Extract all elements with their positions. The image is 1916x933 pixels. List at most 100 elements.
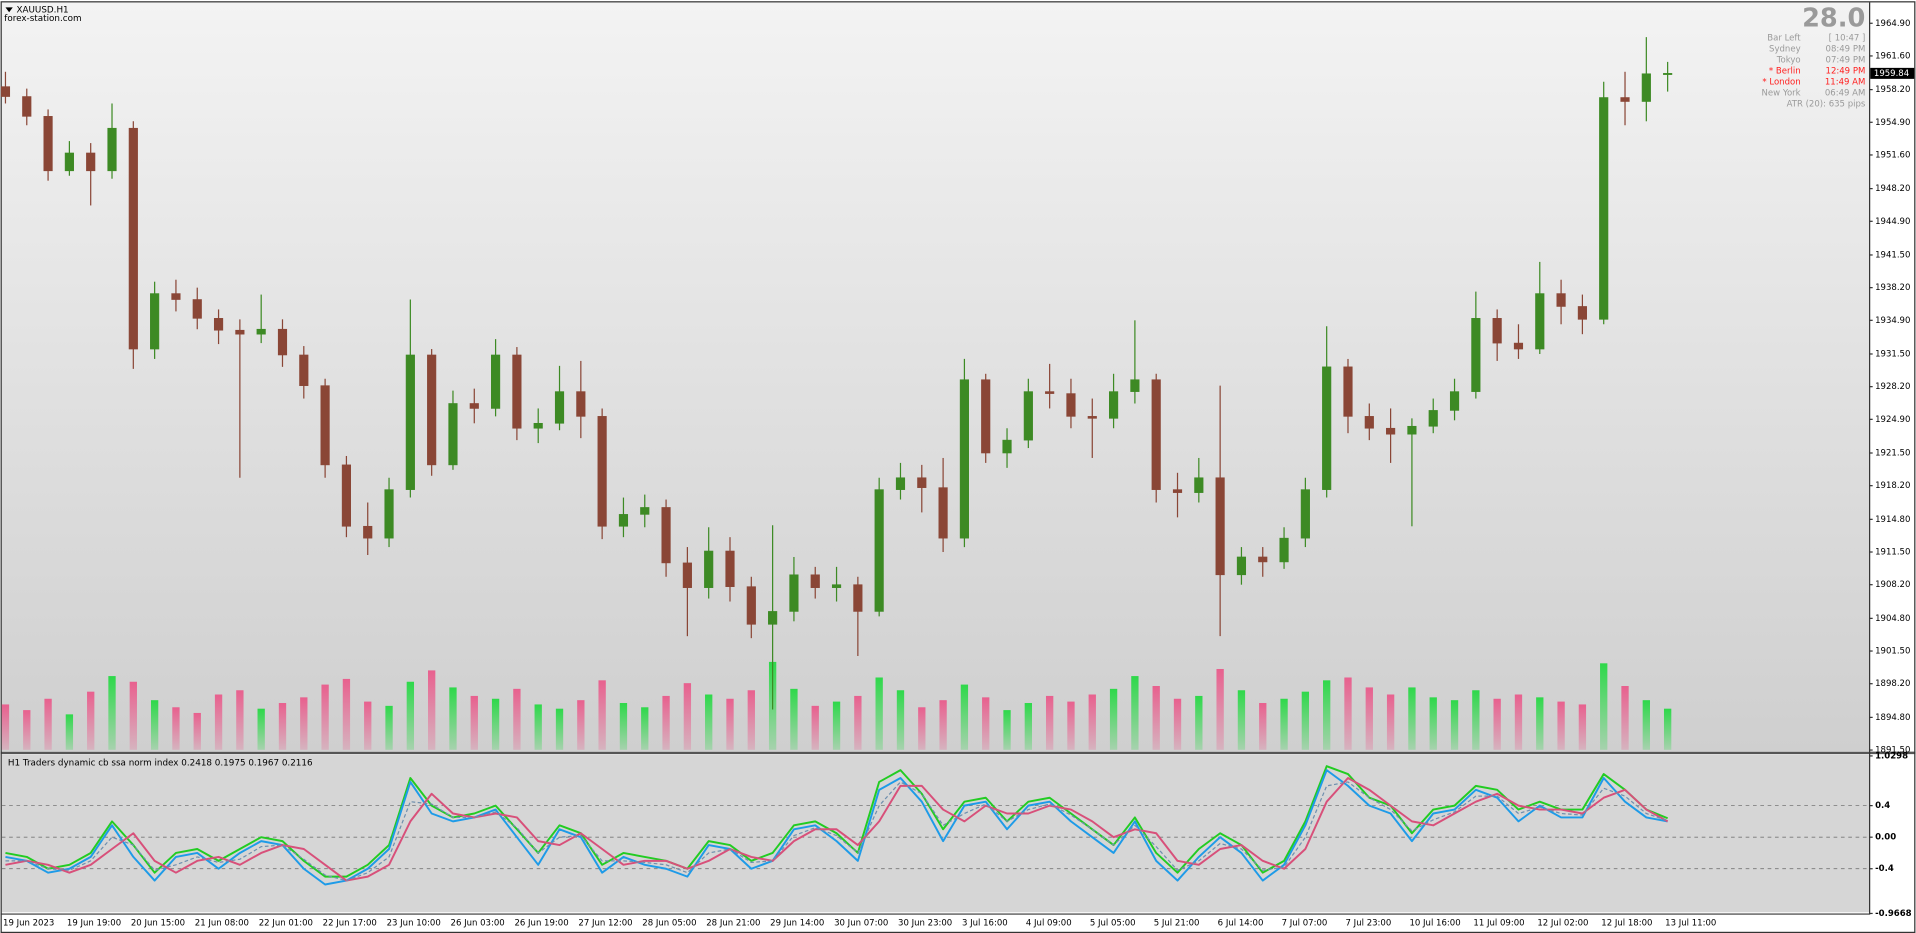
volume-bar xyxy=(1109,688,1118,750)
candle-body xyxy=(213,318,224,331)
price-tag-bg xyxy=(1870,67,1915,79)
x-tick-label: 7 Jul 23:00 xyxy=(1346,919,1392,929)
site-label: forex-station.com xyxy=(4,14,81,24)
volume-bar xyxy=(1088,694,1096,750)
volume-bar xyxy=(1216,668,1224,750)
candle-body xyxy=(533,422,543,429)
volume-bar xyxy=(832,701,841,750)
volume-bar xyxy=(1621,686,1629,750)
y-tick-label: 1914.80 xyxy=(1875,515,1910,525)
candle-body xyxy=(1194,477,1204,493)
indicator-line xyxy=(5,777,1669,882)
volume-bar xyxy=(1323,680,1331,750)
candle-body xyxy=(320,385,330,466)
y-tick-label: -0.4 xyxy=(1875,864,1894,874)
y-tick-label: 1964.90 xyxy=(1875,19,1910,29)
candle-body xyxy=(1620,97,1630,102)
candle-body xyxy=(1279,537,1289,563)
candle-body xyxy=(64,152,74,172)
y-tick-label: 1901.50 xyxy=(1875,647,1910,657)
candle-body xyxy=(874,489,884,612)
y-tick-label: 1931.50 xyxy=(1875,349,1910,359)
volume-bar xyxy=(577,700,585,750)
x-tick-label: 29 Jun 14:00 xyxy=(770,919,824,929)
volume-bar xyxy=(236,690,244,750)
x-tick-label: 30 Jun 07:00 xyxy=(834,919,888,929)
volume-bar xyxy=(44,698,52,750)
x-tick-label: 19 Jun 2023 xyxy=(3,919,54,929)
candle-body xyxy=(938,487,948,539)
candle-body xyxy=(725,550,735,587)
y-tick-label: 1934.90 xyxy=(1875,316,1910,326)
candle-body xyxy=(554,391,565,424)
y-tick-label: 1958.20 xyxy=(1875,85,1910,95)
candle-body xyxy=(1449,391,1460,411)
x-tick-label: 3 Jul 16:00 xyxy=(962,919,1008,929)
volume-bar xyxy=(385,705,393,750)
symbol-menu-arrow[interactable] xyxy=(5,7,13,13)
candle-body xyxy=(107,127,117,172)
candle-body xyxy=(1045,391,1055,394)
candle-body xyxy=(1087,416,1097,419)
candle-body xyxy=(810,574,820,588)
candle-body xyxy=(150,293,160,350)
volume-bar xyxy=(747,690,755,750)
volume-bar xyxy=(1493,698,1501,750)
y-tick-label: 1951.60 xyxy=(1875,150,1910,160)
info-label: Tokyo xyxy=(1776,55,1801,65)
volume-bar xyxy=(598,680,606,750)
info-value: 12:49 PM xyxy=(1826,66,1866,76)
info-value: 11:49 AM xyxy=(1825,77,1866,87)
volume-bar xyxy=(1173,698,1182,750)
y-tick-label: 1928.20 xyxy=(1875,382,1910,392)
y-tick-label: 1924.90 xyxy=(1875,415,1910,425)
x-tick-label: 22 Jun 17:00 xyxy=(323,919,377,929)
y-tick-label: 1904.80 xyxy=(1875,614,1910,624)
volume-bar xyxy=(1344,677,1352,750)
candle-body xyxy=(1109,391,1119,419)
x-tick-label: 4 Jul 09:00 xyxy=(1026,919,1072,929)
x-tick-label: 6 Jul 14:00 xyxy=(1218,919,1264,929)
volume-bar xyxy=(491,698,500,750)
volume-bar xyxy=(662,695,670,750)
x-tick-label: 23 Jun 10:00 xyxy=(387,919,441,929)
candle-body xyxy=(277,328,288,356)
volume-bar xyxy=(705,694,713,750)
volume-bar xyxy=(875,677,883,750)
volume-bar xyxy=(790,688,798,750)
y-tick-label: -0.9668 xyxy=(1875,909,1912,919)
candle-body xyxy=(618,514,629,527)
volume-bar xyxy=(1237,690,1246,750)
y-tick-label: 0.4 xyxy=(1875,801,1890,811)
volume-bar xyxy=(534,704,542,750)
candle-body xyxy=(1258,556,1268,563)
candle-body xyxy=(512,354,522,429)
volume-bar xyxy=(214,694,223,750)
x-tick-label: 26 Jun 19:00 xyxy=(514,919,568,929)
x-tick-label: 26 Jun 03:00 xyxy=(451,919,505,929)
volume-bar xyxy=(726,698,734,750)
candle-body xyxy=(640,507,650,515)
candle-body xyxy=(789,574,799,612)
volume-bar xyxy=(1259,703,1267,750)
candle-body xyxy=(384,489,394,539)
volume-bar xyxy=(619,703,628,750)
y-tick-label: 1948.20 xyxy=(1875,184,1910,194)
volume-bar xyxy=(1045,695,1054,750)
candle-body xyxy=(661,507,671,564)
candle-body xyxy=(1023,391,1033,441)
volume-bar xyxy=(939,700,947,750)
volume-bar xyxy=(918,707,926,750)
candle-body xyxy=(469,403,479,409)
candle-body xyxy=(341,464,352,527)
candle-body xyxy=(171,293,181,300)
candle-body xyxy=(704,550,714,588)
volume-bar xyxy=(1429,697,1437,750)
x-tick-label: 22 Jun 01:00 xyxy=(259,919,313,929)
volume-bar xyxy=(854,695,862,750)
candle-body xyxy=(1535,293,1545,350)
x-tick-label: 30 Jun 23:00 xyxy=(898,919,952,929)
candle-body xyxy=(256,328,266,335)
candle-body xyxy=(682,562,692,588)
